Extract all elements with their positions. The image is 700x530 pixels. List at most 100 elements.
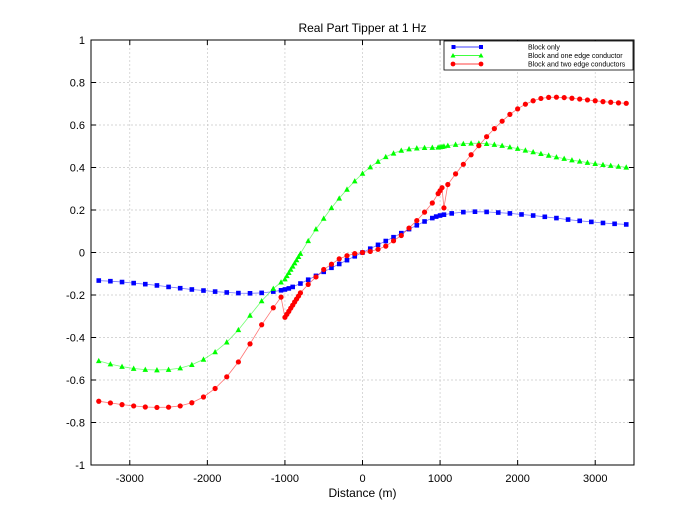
data-point-block-only [422, 219, 427, 224]
data-point-block-only [119, 279, 125, 285]
data-point-block-and-two-edge-conductors [235, 359, 241, 365]
data-point-block-only [96, 278, 102, 283]
data-point-block-and-two-edge-conductors [406, 225, 412, 231]
legend-marker-two-edge [478, 61, 484, 67]
data-point-block-and-two-edge-conductors [278, 294, 284, 300]
data-point-block-and-two-edge-conductors [561, 94, 567, 101]
data-point-block-and-one-edge-conductor [406, 146, 412, 152]
data-point-block-and-one-edge-conductor [522, 147, 529, 153]
data-point-block-and-two-edge-conductors [359, 249, 366, 256]
data-point-block-and-two-edge-conductors [344, 253, 350, 259]
data-point-block-and-two-edge-conductors [441, 205, 447, 211]
data-point-block-and-one-edge-conductor [295, 253, 302, 260]
data-point-block-and-two-edge-conductors [538, 95, 544, 102]
legend-marker-block-only [479, 45, 483, 49]
data-point-block-only [600, 220, 606, 226]
data-point-block-only [472, 209, 478, 214]
data-point-block-only [290, 284, 295, 290]
data-point-block-and-two-edge-conductors [577, 96, 583, 102]
data-point-block-and-one-edge-conductor [592, 160, 599, 166]
data-point-block-and-two-edge-conductors [476, 143, 482, 149]
data-point-block-and-two-edge-conductors [398, 232, 404, 239]
data-point-block-and-two-edge-conductors [452, 171, 459, 177]
data-point-block-and-two-edge-conductors [553, 94, 560, 100]
data-point-block-and-two-edge-conductors [592, 98, 598, 104]
data-point-block-only [375, 242, 381, 248]
data-point-block-only [336, 261, 342, 267]
data-point-block-and-two-edge-conductors [484, 134, 490, 140]
data-point-block-and-one-edge-conductor [468, 140, 474, 146]
data-point-block-and-two-edge-conductors [515, 106, 521, 112]
data-point-block-and-two-edge-conductors [608, 99, 614, 105]
data-point-block-and-one-edge-conductor [553, 154, 560, 160]
data-point-block-only [305, 277, 311, 282]
data-point-block-only [495, 210, 501, 215]
y-tick-label: 0.2 [70, 205, 85, 217]
data-point-block-and-two-edge-conductors [321, 266, 327, 273]
data-point-block-only [430, 215, 435, 221]
data-point-block-and-two-edge-conductors [530, 98, 536, 104]
data-point-block-and-one-edge-conductor [142, 366, 149, 372]
data-point-block-and-two-edge-conductors [165, 404, 172, 410]
data-point-block-and-two-edge-conductors [499, 118, 505, 124]
data-markers [95, 94, 630, 411]
data-point-block-and-one-edge-conductor [328, 204, 335, 211]
data-point-block-and-two-edge-conductors [305, 281, 311, 287]
data-point-block-and-two-edge-conductors [460, 161, 466, 167]
data-point-block-only [612, 221, 617, 227]
data-point-block-only [166, 284, 171, 290]
data-point-block-only [278, 288, 284, 293]
data-point-block-and-two-edge-conductors [383, 243, 389, 249]
data-point-block-and-one-edge-conductor [119, 363, 125, 369]
data-point-block-only [344, 257, 350, 263]
data-point-block-only [391, 234, 396, 240]
data-point-block-only [589, 219, 594, 225]
data-point-block-only [154, 283, 160, 288]
data-point-block-and-two-edge-conductors [212, 385, 218, 392]
data-point-block-and-two-edge-conductors [328, 261, 335, 267]
data-point-block-and-two-edge-conductors [491, 126, 497, 132]
data-point-block-and-one-edge-conductor [297, 250, 304, 256]
data-point-block-only [565, 217, 571, 222]
y-tick-label: -0.8 [66, 418, 85, 430]
data-point-block-and-one-edge-conductor [289, 263, 296, 269]
data-point-block-only [270, 289, 276, 294]
data-point-block-and-one-edge-conductor [367, 164, 374, 170]
data-point-block-only [507, 211, 513, 216]
data-point-block-and-one-edge-conductor [235, 326, 242, 333]
legend-marker-block-only [451, 45, 456, 49]
data-point-block-only [212, 289, 218, 294]
data-point-block-and-one-edge-conductor [507, 144, 513, 150]
data-point-block-and-two-edge-conductors [439, 185, 445, 191]
data-point-block-and-one-edge-conductor [561, 155, 567, 161]
data-point-block-only [461, 209, 466, 215]
x-tick-label: -3000 [116, 473, 144, 485]
legend-label-two-edge: Block and two edge conductors [528, 62, 626, 69]
data-point-block-and-one-edge-conductor [130, 365, 137, 371]
data-point-block-only [224, 290, 230, 295]
data-point-block-and-two-edge-conductors [177, 403, 183, 409]
data-point-block-and-one-edge-conductor [584, 159, 591, 165]
data-point-block-and-two-edge-conductors [615, 100, 622, 106]
data-point-block-and-one-edge-conductor [569, 157, 575, 163]
data-point-block-and-one-edge-conductor [336, 195, 343, 201]
data-point-block-and-one-edge-conductor [320, 215, 327, 221]
data-point-block-only [414, 223, 420, 228]
data-point-block-and-one-edge-conductor [351, 178, 358, 184]
data-point-block-only [433, 214, 439, 219]
data-point-block-and-two-edge-conductors [259, 322, 265, 328]
data-point-block-and-two-edge-conductors [142, 404, 148, 410]
y-tick-label: 0.8 [70, 78, 85, 90]
data-point-block-and-one-edge-conductor [287, 266, 294, 272]
data-point-block-and-two-edge-conductors [600, 99, 606, 105]
x-tick-label: -2000 [193, 473, 221, 485]
x-axis-label: Distance (m) [328, 486, 396, 500]
data-point-block-and-one-edge-conductor [278, 279, 284, 285]
data-point-block-only [352, 254, 358, 259]
data-point-block-and-one-edge-conductor [600, 161, 606, 168]
data-point-block-and-two-edge-conductors [297, 290, 304, 296]
axis-ticks: -3000 -2000 -1000 0 1000 2000 3000 -1 -0.8 -0.6 -0… [66, 35, 634, 485]
data-point-block-only [298, 281, 303, 286]
x-tick-label: 3000 [583, 473, 607, 485]
data-point-block-only [329, 265, 334, 271]
